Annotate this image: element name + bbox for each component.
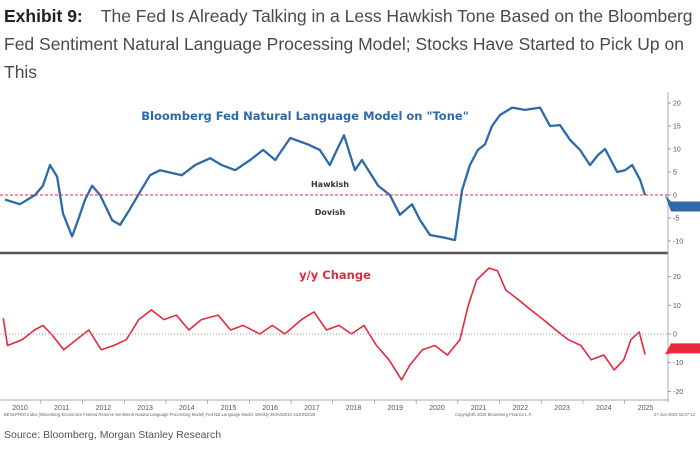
x-tick-label: 2013 bbox=[137, 405, 153, 412]
x-tick-label: 2016 bbox=[262, 405, 278, 412]
y-tick-label-1: 20 bbox=[673, 274, 681, 281]
exhibit-number: Exhibit 9: bbox=[4, 6, 83, 26]
y-tick-label-0: 0 bbox=[673, 193, 677, 200]
series-line-1 bbox=[2, 267, 646, 381]
bottom-panel-title: y/y Change bbox=[299, 268, 371, 282]
footer-center: Copyright© 2025 Bloomberg Finance L.P. bbox=[455, 412, 532, 417]
y-tick-label-0: 10 bbox=[673, 147, 681, 154]
y-tick-label-0: 15 bbox=[673, 124, 681, 131]
y-tick-label-1: 10 bbox=[673, 303, 681, 310]
top-panel-title: Bloomberg Fed Natural Language Model on … bbox=[141, 109, 468, 123]
dovish-label: Dovish bbox=[315, 208, 346, 217]
series-line-0 bbox=[4, 106, 647, 242]
source-note: Source: Bloomberg, Morgan Stanley Resear… bbox=[4, 429, 222, 441]
hawkish-label: Hawkish bbox=[311, 180, 349, 189]
footer-right: 27-Jun-2025 15:07:13 bbox=[654, 412, 696, 417]
x-tick-label: 2015 bbox=[221, 405, 237, 412]
footer-left: BENLPFED Index (Bloomberg Economics Fede… bbox=[4, 412, 316, 417]
y-tick-label-0: -5 bbox=[673, 216, 679, 223]
x-tick-label: 2023 bbox=[554, 405, 570, 412]
exhibit-headline: The Fed Is Already Talking in a Less Haw… bbox=[4, 6, 693, 82]
x-tick-label: 2025 bbox=[638, 405, 654, 412]
y-tick-label-0: 5 bbox=[673, 170, 677, 177]
y-tick-label-1: -10 bbox=[673, 360, 683, 367]
x-tick-label: 2011 bbox=[54, 405, 69, 412]
y-tick-label-0: 20 bbox=[673, 101, 681, 108]
x-tick-label: 2017 bbox=[304, 405, 320, 412]
y-tick-label-1: 0 bbox=[673, 332, 677, 339]
last-value-badge-0 bbox=[665, 195, 700, 212]
y-tick-label-0: -10 bbox=[673, 239, 683, 246]
x-tick-label: 2019 bbox=[388, 405, 404, 412]
x-tick-label: 2010 bbox=[12, 405, 28, 412]
x-tick-label: 2021 bbox=[471, 405, 487, 412]
last-value-badge-1 bbox=[665, 343, 700, 355]
x-tick-label: 2012 bbox=[96, 405, 112, 412]
x-tick-label: 2024 bbox=[596, 405, 612, 412]
x-tick-label: 2020 bbox=[429, 405, 445, 412]
y-tick-label-1: -20 bbox=[673, 389, 683, 396]
x-tick-label: 2022 bbox=[513, 405, 529, 412]
x-tick-label: 2018 bbox=[346, 405, 362, 412]
x-tick-label: 2014 bbox=[179, 405, 195, 412]
exhibit-title: Exhibit 9: The Fed Is Already Talking in … bbox=[4, 2, 698, 86]
